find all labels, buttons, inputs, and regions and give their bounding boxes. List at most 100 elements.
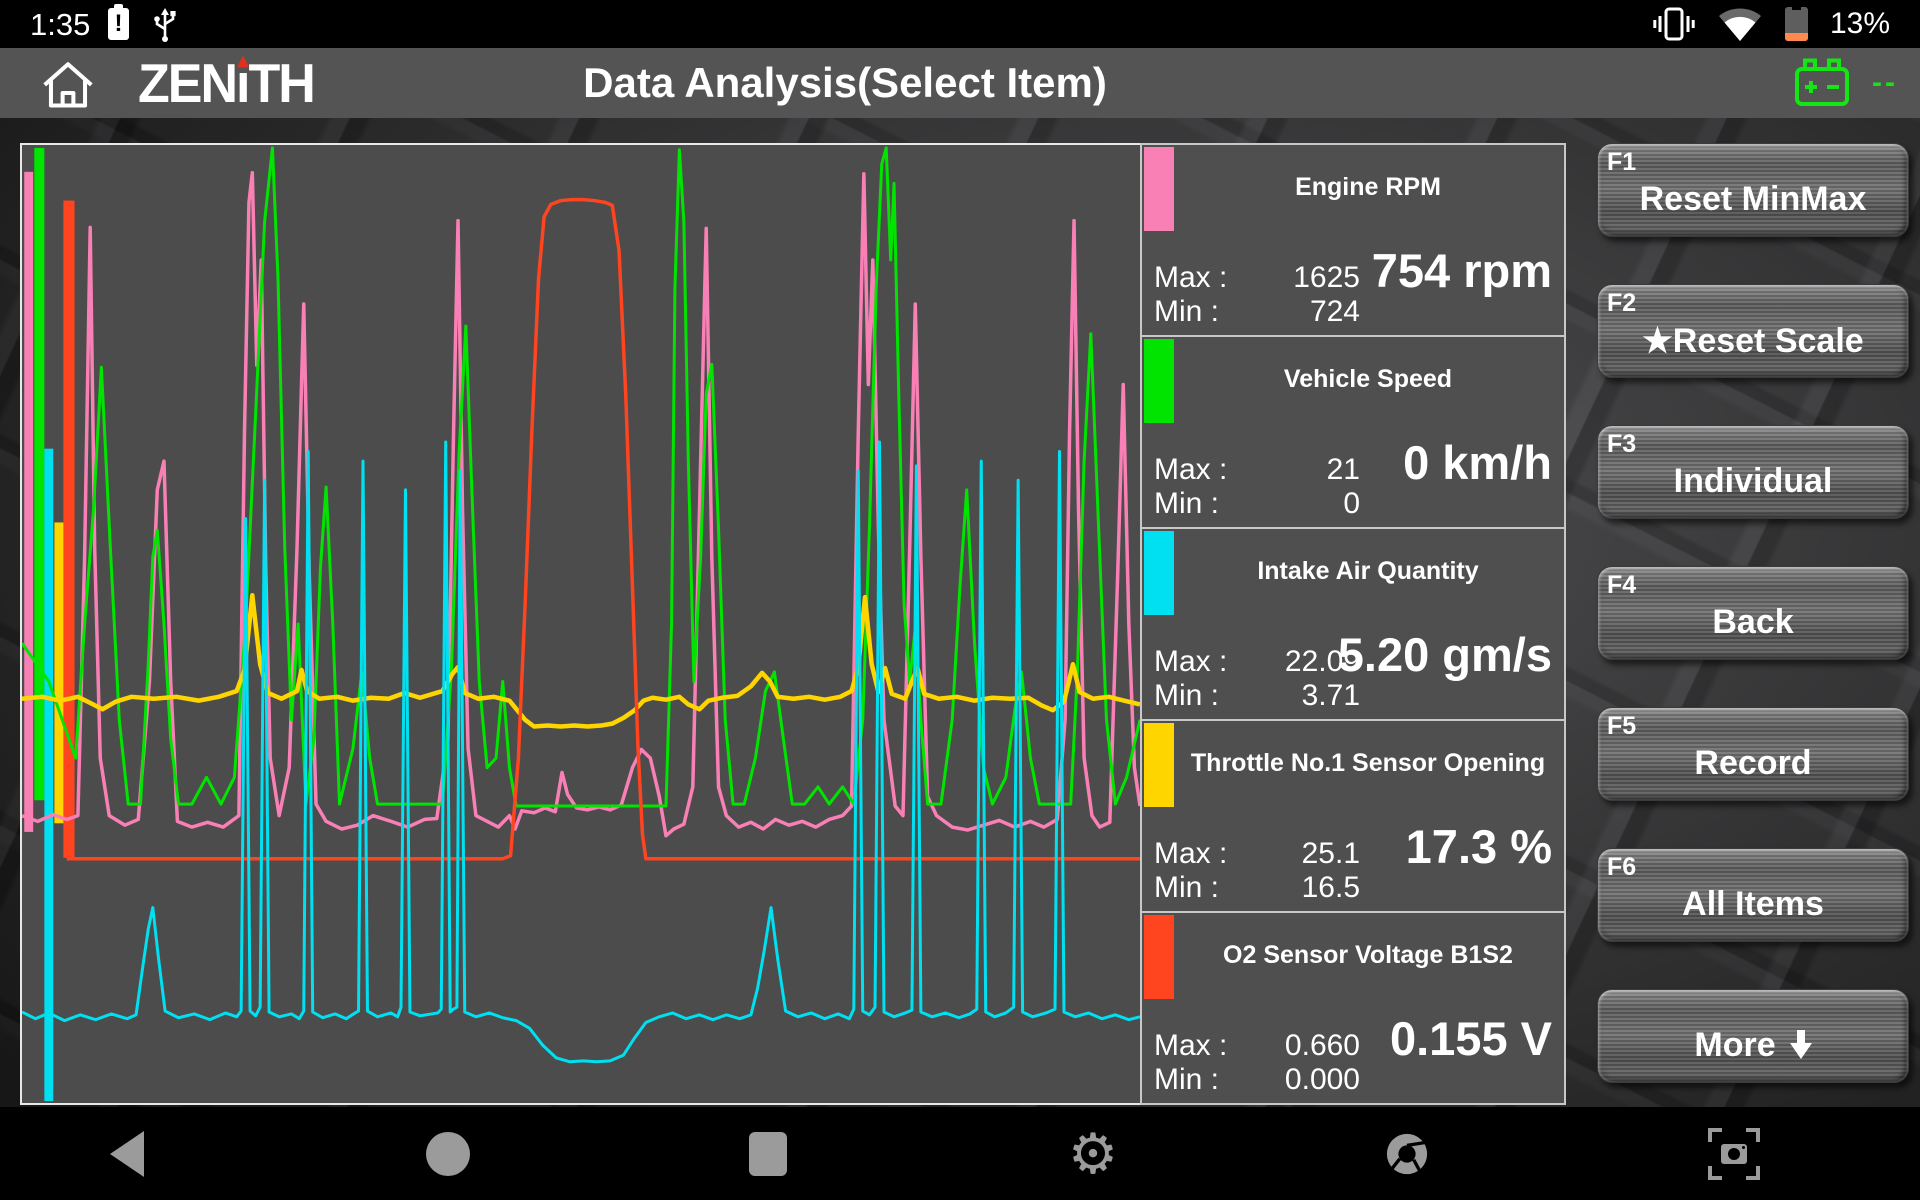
fkey-label: F4 bbox=[1607, 571, 1637, 599]
f2-reset-scale-button[interactable]: F2 ★Reset Scale bbox=[1597, 284, 1909, 378]
scale-bar-engine-rpm bbox=[24, 171, 34, 832]
chrome-icon bbox=[1386, 1133, 1428, 1174]
fkey-label: F1 bbox=[1607, 148, 1637, 176]
scale-bar-o2-sensor-voltage-b1s2 bbox=[63, 200, 75, 858]
fkey-label: F6 bbox=[1607, 853, 1637, 881]
min-value: 0.000 bbox=[1284, 1063, 1360, 1096]
vehicle-battery-reading: -- bbox=[1872, 66, 1898, 99]
parameter-card[interactable]: Engine RPM Max : 1625 Min : 724 754 rpm bbox=[1142, 145, 1564, 337]
min-value: 3.71 bbox=[1301, 679, 1360, 712]
button-label: Record bbox=[1694, 744, 1812, 782]
fkey-label: F3 bbox=[1607, 430, 1637, 458]
parameter-card[interactable]: O2 Sensor Voltage B1S2 Max : 0.660 Min : 0.0… bbox=[1142, 913, 1564, 1103]
trace-throttle-no-1-sensor-opening bbox=[22, 595, 1140, 726]
max-value: 22.09 bbox=[1284, 645, 1360, 678]
fkey-label: F5 bbox=[1607, 712, 1637, 740]
min-label: Min : bbox=[1154, 871, 1220, 904]
min-label: Min : bbox=[1154, 487, 1220, 520]
clock: 1:35 bbox=[30, 7, 91, 42]
max-value: 1625 bbox=[1293, 261, 1360, 294]
scale-bar-throttle-no-1-sensor-opening bbox=[54, 522, 65, 824]
nav-settings-button[interactable]: ⚙ bbox=[1048, 1107, 1138, 1200]
channel-color-swatch bbox=[1144, 339, 1174, 423]
battery-alert-icon: ! bbox=[108, 4, 129, 40]
parameter-title: Intake Air Quantity bbox=[1257, 557, 1479, 585]
usb-icon bbox=[154, 8, 176, 42]
max-label: Max : bbox=[1154, 645, 1228, 678]
min-value: 16.5 bbox=[1301, 871, 1360, 904]
scale-bar-vehicle-speed bbox=[34, 147, 45, 801]
current-value: 0.155 V bbox=[1389, 1012, 1552, 1065]
min-value: 0 bbox=[1343, 487, 1360, 520]
current-value: 5.20 gm/s bbox=[1337, 628, 1552, 681]
nav-chrome-button[interactable] bbox=[1362, 1107, 1452, 1200]
recents-square-icon bbox=[749, 1131, 787, 1176]
more-button[interactable]: More bbox=[1597, 989, 1909, 1083]
graph-canvas[interactable] bbox=[22, 145, 1140, 1103]
minmax-block: Max : 21 Min : 0 bbox=[1154, 453, 1360, 521]
max-label: Max : bbox=[1154, 453, 1228, 486]
parameter-title: Vehicle Speed bbox=[1283, 365, 1453, 393]
min-label: Min : bbox=[1154, 679, 1220, 712]
wifi-icon bbox=[1718, 8, 1761, 41]
button-label: Back bbox=[1712, 603, 1794, 641]
button-label: More bbox=[1694, 1026, 1776, 1064]
current-value: 754 rpm bbox=[1371, 244, 1552, 297]
parameter-title: O2 Sensor Voltage B1S2 bbox=[1223, 941, 1513, 969]
trace-o2-sensor-voltage-b1s2 bbox=[67, 200, 1140, 859]
live-data-graph[interactable] bbox=[20, 143, 1140, 1105]
app-header: ZENıTH Data Analysis(Select Item) -- bbox=[0, 48, 1920, 118]
nav-recents-button[interactable] bbox=[723, 1107, 813, 1200]
f6-all-items-button[interactable]: F6 All Items bbox=[1597, 848, 1909, 942]
minmax-block: Max : 0.660 Min : 0.000 bbox=[1154, 1029, 1360, 1097]
min-value: 724 bbox=[1309, 295, 1360, 328]
f4-back-button[interactable]: F4 Back bbox=[1597, 566, 1909, 660]
battery-percent: 13% bbox=[1829, 7, 1890, 40]
channel-color-swatch bbox=[1144, 723, 1174, 807]
parameter-title: Throttle No.1 Sensor Opening bbox=[1190, 749, 1546, 777]
parameter-title: Engine RPM bbox=[1295, 173, 1441, 201]
max-label: Max : bbox=[1154, 261, 1228, 294]
logo-i-red-dot: ı bbox=[236, 53, 251, 115]
parameter-card[interactable]: Throttle No.1 Sensor Opening Max : 25.1 Min… bbox=[1142, 721, 1564, 913]
down-arrow-icon bbox=[1789, 1029, 1812, 1062]
parameter-card[interactable]: Intake Air Quantity Max : 22.09 Min : 3.71 5.… bbox=[1142, 529, 1564, 721]
gear-icon: ⚙ bbox=[1067, 1121, 1119, 1185]
nav-bar: ⚙ bbox=[0, 1107, 1920, 1200]
vibrate-icon bbox=[1653, 7, 1695, 41]
nav-home-button[interactable] bbox=[403, 1107, 493, 1200]
button-label: All Items bbox=[1682, 885, 1824, 923]
function-button-column: F1 Reset MinMax F2 ★Reset Scale F3 Individual… bbox=[1597, 143, 1909, 1130]
button-label: Reset MinMax bbox=[1639, 180, 1867, 218]
zenith-logo: ZENıTH bbox=[138, 53, 316, 115]
minmax-block: Max : 22.09 Min : 3.71 bbox=[1154, 645, 1360, 713]
parameter-card-list: Engine RPM Max : 1625 Min : 724 754 rpm Vehicl… bbox=[1140, 143, 1566, 1105]
button-label: ★Reset Scale bbox=[1642, 322, 1864, 360]
f3-individual-button[interactable]: F3 Individual bbox=[1597, 425, 1909, 519]
max-value: 21 bbox=[1326, 453, 1360, 486]
back-triangle-icon bbox=[110, 1130, 144, 1177]
channel-color-swatch bbox=[1144, 147, 1174, 231]
f5-record-button[interactable]: F5 Record bbox=[1597, 707, 1909, 801]
channel-color-swatch bbox=[1144, 531, 1174, 615]
parameter-card[interactable]: Vehicle Speed Max : 21 Min : 0 0 km/h bbox=[1142, 337, 1564, 529]
max-label: Max : bbox=[1154, 837, 1228, 870]
min-label: Min : bbox=[1154, 1063, 1220, 1096]
nav-screenshot-button[interactable] bbox=[1689, 1107, 1779, 1200]
f1-reset-minmax-button[interactable]: F1 Reset MinMax bbox=[1597, 143, 1909, 237]
trace-engine-rpm bbox=[22, 173, 1140, 836]
home-icon[interactable] bbox=[38, 58, 98, 110]
trace-vehicle-speed bbox=[22, 148, 1140, 806]
channel-color-swatch bbox=[1144, 915, 1174, 999]
current-value: 17.3 % bbox=[1405, 820, 1552, 873]
max-value: 25.1 bbox=[1301, 837, 1360, 870]
vehicle-battery-icon bbox=[1795, 58, 1849, 106]
battery-level-icon bbox=[1784, 7, 1808, 41]
current-value: 0 km/h bbox=[1403, 436, 1552, 489]
min-label: Min : bbox=[1154, 295, 1220, 328]
nav-back-button[interactable] bbox=[82, 1107, 172, 1200]
max-label: Max : bbox=[1154, 1029, 1228, 1062]
button-label: Individual bbox=[1673, 462, 1833, 500]
screenshot-camera-icon bbox=[1708, 1127, 1760, 1180]
